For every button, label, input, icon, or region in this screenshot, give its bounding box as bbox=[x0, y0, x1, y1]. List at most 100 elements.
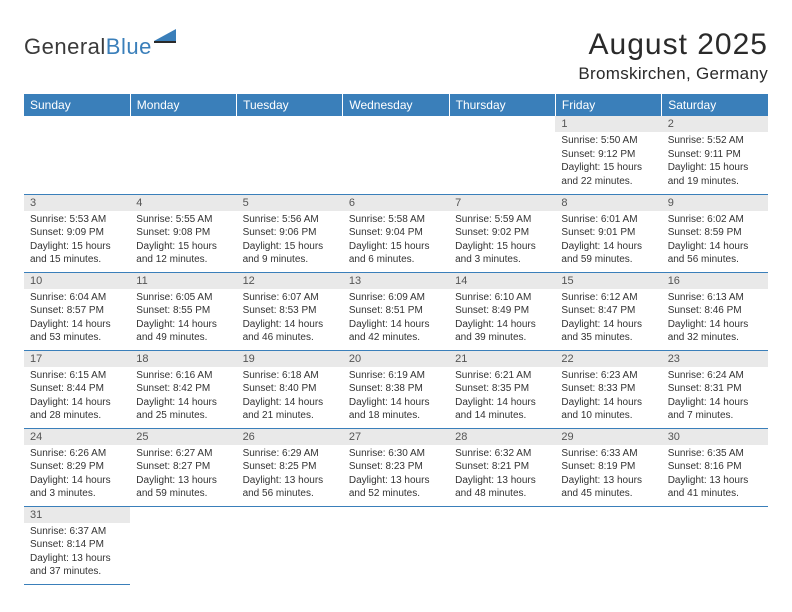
day-details: Sunrise: 6:16 AMSunset: 8:42 PMDaylight:… bbox=[130, 367, 236, 426]
day-number: 5 bbox=[237, 195, 343, 211]
calendar-header-row: SundayMondayTuesdayWednesdayThursdayFrid… bbox=[24, 94, 768, 116]
weekday-header: Thursday bbox=[449, 94, 555, 116]
day-number: 8 bbox=[555, 195, 661, 211]
logo: GeneralBlue bbox=[24, 34, 180, 60]
day-number: 25 bbox=[130, 429, 236, 445]
logo-text-blue: Blue bbox=[106, 34, 152, 60]
calendar-cell bbox=[449, 506, 555, 584]
calendar-cell: 4Sunrise: 5:55 AMSunset: 9:08 PMDaylight… bbox=[130, 194, 236, 272]
day-details: Sunrise: 5:59 AMSunset: 9:02 PMDaylight:… bbox=[449, 211, 555, 270]
day-number: 12 bbox=[237, 273, 343, 289]
weekday-header: Tuesday bbox=[237, 94, 343, 116]
day-details: Sunrise: 6:29 AMSunset: 8:25 PMDaylight:… bbox=[237, 445, 343, 504]
day-details: Sunrise: 5:52 AMSunset: 9:11 PMDaylight:… bbox=[662, 132, 768, 191]
calendar-cell: 23Sunrise: 6:24 AMSunset: 8:31 PMDayligh… bbox=[662, 350, 768, 428]
day-details: Sunrise: 6:32 AMSunset: 8:21 PMDaylight:… bbox=[449, 445, 555, 504]
day-number: 15 bbox=[555, 273, 661, 289]
day-number: 7 bbox=[449, 195, 555, 211]
day-number: 30 bbox=[662, 429, 768, 445]
calendar-cell: 24Sunrise: 6:26 AMSunset: 8:29 PMDayligh… bbox=[24, 428, 130, 506]
day-number: 23 bbox=[662, 351, 768, 367]
day-number: 10 bbox=[24, 273, 130, 289]
day-number: 1 bbox=[555, 116, 661, 132]
calendar-cell bbox=[555, 506, 661, 584]
calendar-cell: 29Sunrise: 6:33 AMSunset: 8:19 PMDayligh… bbox=[555, 428, 661, 506]
calendar-cell: 17Sunrise: 6:15 AMSunset: 8:44 PMDayligh… bbox=[24, 350, 130, 428]
day-details: Sunrise: 6:07 AMSunset: 8:53 PMDaylight:… bbox=[237, 289, 343, 348]
calendar-cell: 16Sunrise: 6:13 AMSunset: 8:46 PMDayligh… bbox=[662, 272, 768, 350]
calendar-week-row: 10Sunrise: 6:04 AMSunset: 8:57 PMDayligh… bbox=[24, 272, 768, 350]
day-number: 22 bbox=[555, 351, 661, 367]
day-number: 16 bbox=[662, 273, 768, 289]
day-details: Sunrise: 6:18 AMSunset: 8:40 PMDaylight:… bbox=[237, 367, 343, 426]
calendar-cell: 22Sunrise: 6:23 AMSunset: 8:33 PMDayligh… bbox=[555, 350, 661, 428]
weekday-header: Friday bbox=[555, 94, 661, 116]
calendar-cell: 11Sunrise: 6:05 AMSunset: 8:55 PMDayligh… bbox=[130, 272, 236, 350]
day-details: Sunrise: 5:53 AMSunset: 9:09 PMDaylight:… bbox=[24, 211, 130, 270]
calendar-cell: 5Sunrise: 5:56 AMSunset: 9:06 PMDaylight… bbox=[237, 194, 343, 272]
calendar-cell bbox=[343, 116, 449, 194]
calendar-cell bbox=[237, 506, 343, 584]
day-number: 24 bbox=[24, 429, 130, 445]
weekday-header: Saturday bbox=[662, 94, 768, 116]
calendar-cell bbox=[24, 116, 130, 194]
day-details: Sunrise: 6:27 AMSunset: 8:27 PMDaylight:… bbox=[130, 445, 236, 504]
day-details: Sunrise: 6:05 AMSunset: 8:55 PMDaylight:… bbox=[130, 289, 236, 348]
calendar-cell: 28Sunrise: 6:32 AMSunset: 8:21 PMDayligh… bbox=[449, 428, 555, 506]
calendar-cell: 12Sunrise: 6:07 AMSunset: 8:53 PMDayligh… bbox=[237, 272, 343, 350]
day-details: Sunrise: 6:13 AMSunset: 8:46 PMDaylight:… bbox=[662, 289, 768, 348]
day-number: 19 bbox=[237, 351, 343, 367]
day-number: 14 bbox=[449, 273, 555, 289]
calendar-cell: 3Sunrise: 5:53 AMSunset: 9:09 PMDaylight… bbox=[24, 194, 130, 272]
calendar-cell: 15Sunrise: 6:12 AMSunset: 8:47 PMDayligh… bbox=[555, 272, 661, 350]
calendar-cell: 13Sunrise: 6:09 AMSunset: 8:51 PMDayligh… bbox=[343, 272, 449, 350]
calendar-cell: 18Sunrise: 6:16 AMSunset: 8:42 PMDayligh… bbox=[130, 350, 236, 428]
day-number: 6 bbox=[343, 195, 449, 211]
day-details: Sunrise: 6:24 AMSunset: 8:31 PMDaylight:… bbox=[662, 367, 768, 426]
calendar-cell: 31Sunrise: 6:37 AMSunset: 8:14 PMDayligh… bbox=[24, 506, 130, 584]
day-details: Sunrise: 6:30 AMSunset: 8:23 PMDaylight:… bbox=[343, 445, 449, 504]
day-details: Sunrise: 6:15 AMSunset: 8:44 PMDaylight:… bbox=[24, 367, 130, 426]
calendar-cell: 2Sunrise: 5:52 AMSunset: 9:11 PMDaylight… bbox=[662, 116, 768, 194]
calendar-cell: 14Sunrise: 6:10 AMSunset: 8:49 PMDayligh… bbox=[449, 272, 555, 350]
day-number: 29 bbox=[555, 429, 661, 445]
day-details: Sunrise: 6:35 AMSunset: 8:16 PMDaylight:… bbox=[662, 445, 768, 504]
calendar-cell: 1Sunrise: 5:50 AMSunset: 9:12 PMDaylight… bbox=[555, 116, 661, 194]
calendar-week-row: 31Sunrise: 6:37 AMSunset: 8:14 PMDayligh… bbox=[24, 506, 768, 584]
calendar-week-row: 1Sunrise: 5:50 AMSunset: 9:12 PMDaylight… bbox=[24, 116, 768, 194]
location-subtitle: Bromskirchen, Germany bbox=[578, 64, 768, 84]
calendar-cell bbox=[662, 506, 768, 584]
calendar-week-row: 24Sunrise: 6:26 AMSunset: 8:29 PMDayligh… bbox=[24, 428, 768, 506]
day-number: 21 bbox=[449, 351, 555, 367]
title-block: August 2025 Bromskirchen, Germany bbox=[578, 28, 768, 84]
calendar-cell: 25Sunrise: 6:27 AMSunset: 8:27 PMDayligh… bbox=[130, 428, 236, 506]
weekday-header: Sunday bbox=[24, 94, 130, 116]
calendar-cell: 10Sunrise: 6:04 AMSunset: 8:57 PMDayligh… bbox=[24, 272, 130, 350]
day-details: Sunrise: 6:21 AMSunset: 8:35 PMDaylight:… bbox=[449, 367, 555, 426]
weekday-header: Monday bbox=[130, 94, 236, 116]
day-number: 11 bbox=[130, 273, 236, 289]
day-details: Sunrise: 6:23 AMSunset: 8:33 PMDaylight:… bbox=[555, 367, 661, 426]
day-details: Sunrise: 6:04 AMSunset: 8:57 PMDaylight:… bbox=[24, 289, 130, 348]
calendar-cell bbox=[237, 116, 343, 194]
day-details: Sunrise: 6:09 AMSunset: 8:51 PMDaylight:… bbox=[343, 289, 449, 348]
calendar-cell: 20Sunrise: 6:19 AMSunset: 8:38 PMDayligh… bbox=[343, 350, 449, 428]
calendar-cell: 7Sunrise: 5:59 AMSunset: 9:02 PMDaylight… bbox=[449, 194, 555, 272]
day-details: Sunrise: 5:56 AMSunset: 9:06 PMDaylight:… bbox=[237, 211, 343, 270]
calendar-cell: 6Sunrise: 5:58 AMSunset: 9:04 PMDaylight… bbox=[343, 194, 449, 272]
day-details: Sunrise: 6:10 AMSunset: 8:49 PMDaylight:… bbox=[449, 289, 555, 348]
day-number: 27 bbox=[343, 429, 449, 445]
weekday-header: Wednesday bbox=[343, 94, 449, 116]
day-details: Sunrise: 6:19 AMSunset: 8:38 PMDaylight:… bbox=[343, 367, 449, 426]
month-title: August 2025 bbox=[578, 28, 768, 62]
calendar-cell: 9Sunrise: 6:02 AMSunset: 8:59 PMDaylight… bbox=[662, 194, 768, 272]
day-details: Sunrise: 5:55 AMSunset: 9:08 PMDaylight:… bbox=[130, 211, 236, 270]
calendar-table: SundayMondayTuesdayWednesdayThursdayFrid… bbox=[24, 94, 768, 585]
day-number: 13 bbox=[343, 273, 449, 289]
page-header: GeneralBlue August 2025 Bromskirchen, Ge… bbox=[24, 28, 768, 84]
day-number: 26 bbox=[237, 429, 343, 445]
logo-text-general: General bbox=[24, 34, 106, 60]
day-details: Sunrise: 6:02 AMSunset: 8:59 PMDaylight:… bbox=[662, 211, 768, 270]
day-number: 4 bbox=[130, 195, 236, 211]
calendar-cell: 26Sunrise: 6:29 AMSunset: 8:25 PMDayligh… bbox=[237, 428, 343, 506]
